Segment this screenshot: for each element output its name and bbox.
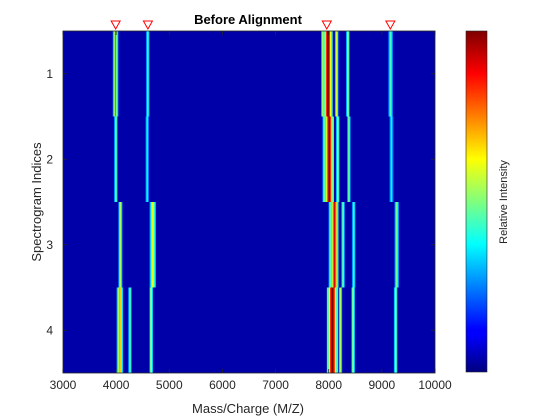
plot-area <box>62 30 436 374</box>
intensity-band <box>147 31 149 117</box>
x-tick-label: 7000 <box>262 378 289 392</box>
intensity-band <box>339 287 341 373</box>
x-tick-label: 4000 <box>103 378 130 392</box>
x-tick-label: 9000 <box>369 378 396 392</box>
chart-title: Before Alignment <box>194 12 303 27</box>
intensity-band <box>353 202 355 288</box>
intensity-band <box>390 31 392 117</box>
intensity-band <box>119 202 121 288</box>
intensity-band <box>395 287 397 373</box>
intensity-band <box>333 202 336 288</box>
reference-peak-marker <box>385 20 396 31</box>
intensity-band <box>152 202 154 288</box>
reference-peak-marker <box>110 20 122 31</box>
x-axis-label: Mass/Charge (M/Z) <box>192 401 304 416</box>
intensity-band <box>323 116 325 202</box>
intensity-band <box>146 116 148 202</box>
x-tick-label: 8000 <box>315 378 342 392</box>
intensity-band <box>352 287 354 373</box>
spectrogram-row <box>118 202 399 288</box>
intensity-band <box>329 202 331 288</box>
intensity-band <box>390 116 392 202</box>
intensity-band <box>331 287 334 373</box>
y-tick-label: 1 <box>46 67 53 81</box>
intensity-band <box>396 202 398 288</box>
y-tick-label: 2 <box>46 152 53 166</box>
reference-markers <box>110 20 396 31</box>
intensity-band <box>115 116 117 202</box>
reference-peak-marker <box>321 20 333 31</box>
intensity-band <box>337 116 339 202</box>
intensity-band <box>328 116 331 202</box>
colorbar-label: Relative Intensity <box>498 160 510 244</box>
intensity-band <box>129 287 131 373</box>
intensity-band <box>347 31 349 117</box>
x-tick-label: 6000 <box>209 378 236 392</box>
spectrogram-row <box>112 31 394 117</box>
intensity-band <box>119 287 121 373</box>
plot-background <box>63 31 435 373</box>
y-tick-label: 3 <box>46 238 53 252</box>
plot-frame <box>62 30 436 374</box>
x-tick-label: 3000 <box>50 378 77 392</box>
x-axis: 3000 4000 5000 6000 7000 8000 9000 10000 <box>50 31 452 392</box>
x-tick-label: 5000 <box>156 378 183 392</box>
intensity-band <box>114 31 116 117</box>
intensity-band <box>116 31 118 117</box>
colorbar <box>465 30 488 373</box>
intensity-band <box>336 31 338 117</box>
intensity-band <box>150 287 152 373</box>
spectrogram-row <box>114 116 394 202</box>
y-axis-label: Spectrogram Indices <box>29 142 44 262</box>
intensity-band <box>326 31 329 117</box>
reference-peak-marker <box>142 20 154 31</box>
spectrogram-row <box>116 287 398 373</box>
y-axis: 1 2 3 4 <box>46 67 435 337</box>
intensity-band <box>322 31 324 117</box>
y-tick-label: 4 <box>46 323 53 337</box>
intensity-band <box>348 116 350 202</box>
intensity-band <box>342 202 344 288</box>
x-tick-label: 10000 <box>418 378 452 392</box>
